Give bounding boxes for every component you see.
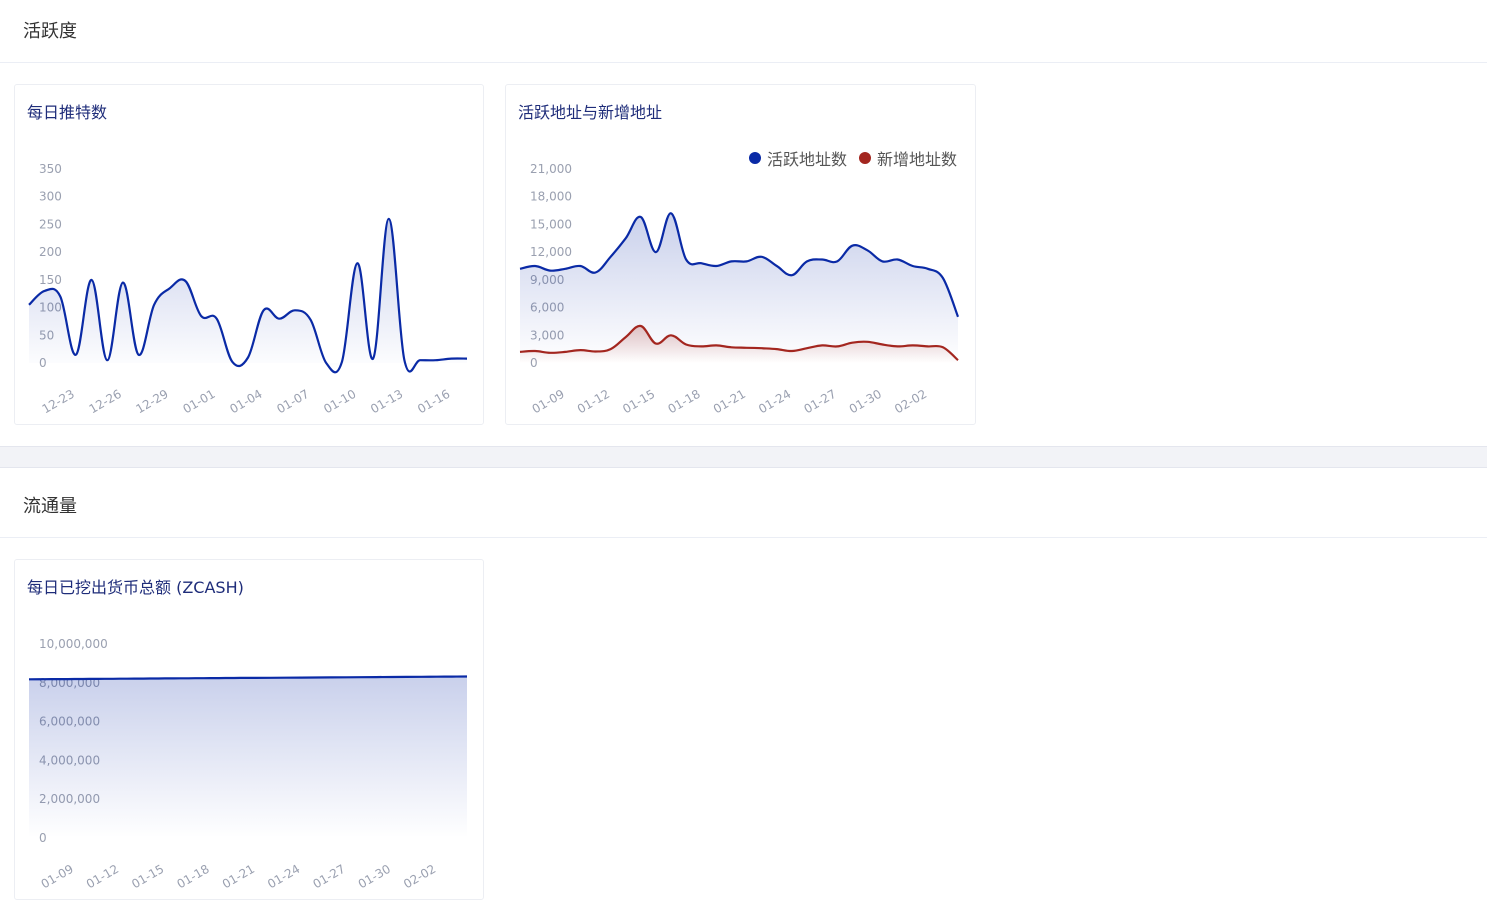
legend-dot-icon [858, 152, 871, 164]
x-tick-label: 01-27 [310, 862, 347, 892]
x-tick-label: 01-09 [39, 862, 76, 892]
y-tick-label: 200 [39, 245, 62, 259]
series-area [520, 213, 958, 363]
y-tick-label: 150 [39, 273, 62, 287]
y-tick-label: 250 [39, 217, 62, 231]
legend-item-new[interactable]: 新增地址数 [858, 146, 957, 170]
x-tick-label: 01-18 [175, 862, 212, 892]
x-tick-label: 12-26 [87, 387, 124, 417]
x-tick-label: 12-29 [134, 387, 171, 417]
x-tick-label: 02-02 [892, 387, 929, 417]
x-tick-label: 01-30 [847, 387, 884, 417]
chart-card-daily-tweets: 每日推特数 05010015020025030035012-2312-2612-… [14, 84, 484, 425]
series-line[interactable] [519, 212, 960, 318]
legend-dot-icon [748, 152, 761, 164]
x-tick-label: 01-07 [274, 387, 311, 417]
y-tick-label: 350 [39, 162, 62, 176]
x-tick-label: 01-24 [756, 387, 793, 417]
x-tick-label: 12-23 [40, 387, 77, 417]
section-divider [0, 62, 1487, 63]
x-tick-label: 01-01 [180, 387, 217, 417]
section-title-circulation: 流通量 [23, 496, 77, 517]
x-tick-label: 01-12 [84, 862, 121, 892]
x-tick-label: 01-27 [801, 387, 838, 417]
chart-card-daily-mined-total: 每日已挖出货币总额 (ZCASH) 02,000,0004,000,0006,0… [14, 559, 484, 900]
x-tick-label: 01-10 [321, 387, 358, 417]
x-tick-label: 01-15 [620, 387, 657, 417]
y-tick-label: 15,000 [530, 217, 572, 231]
daily-mined-total-chart: 02,000,0004,000,0006,000,0008,000,00010,… [28, 637, 468, 892]
section-divider [0, 537, 1487, 538]
x-tick-label: 01-16 [415, 387, 452, 417]
legend-item-active[interactable]: 活跃地址数 [748, 146, 847, 170]
y-tick-label: 10,000,000 [39, 637, 108, 651]
x-tick-label: 01-21 [711, 387, 748, 417]
series-area [520, 325, 958, 363]
y-tick-label: 300 [39, 190, 62, 204]
series-area [29, 218, 467, 373]
active-new-addresses-chart: 03,0006,0009,00012,00015,00018,00021,000… [519, 162, 960, 417]
series-line[interactable] [519, 324, 959, 362]
x-tick-label: 01-15 [129, 862, 166, 892]
chart-title: 每日推特数 [27, 103, 108, 122]
chart-legend: 活跃地址数 新增地址数 [748, 146, 957, 170]
x-tick-label: 01-04 [227, 387, 264, 417]
y-tick-label: 18,000 [530, 190, 572, 204]
chart-card-active-new-addresses: 活跃地址与新增地址 活跃地址数 新增地址数 03,0006,0009,00012… [505, 84, 976, 425]
section-separator [0, 446, 1487, 468]
x-tick-label: 01-24 [265, 862, 302, 892]
chart-title: 活跃地址与新增地址 [518, 103, 663, 122]
x-tick-label: 01-09 [530, 387, 567, 417]
x-tick-label: 01-13 [368, 387, 405, 417]
chart-title: 每日已挖出货币总额 (ZCASH) [27, 578, 244, 597]
x-tick-label: 01-12 [575, 387, 612, 417]
x-tick-label: 01-21 [220, 862, 257, 892]
legend-label: 新增地址数 [876, 150, 957, 169]
legend-label: 活跃地址数 [766, 150, 847, 169]
x-tick-label: 01-18 [666, 387, 703, 417]
series-line[interactable] [28, 675, 468, 681]
x-tick-label: 02-02 [401, 862, 438, 892]
series-line[interactable] [28, 217, 468, 374]
y-tick-label: 21,000 [530, 162, 572, 176]
y-tick-label: 12,000 [530, 245, 572, 259]
series-area [29, 676, 467, 838]
x-tick-label: 01-30 [356, 862, 393, 892]
daily-tweets-chart: 05010015020025030035012-2312-2612-2901-0… [28, 162, 468, 417]
section-title-activity: 活跃度 [23, 21, 77, 42]
